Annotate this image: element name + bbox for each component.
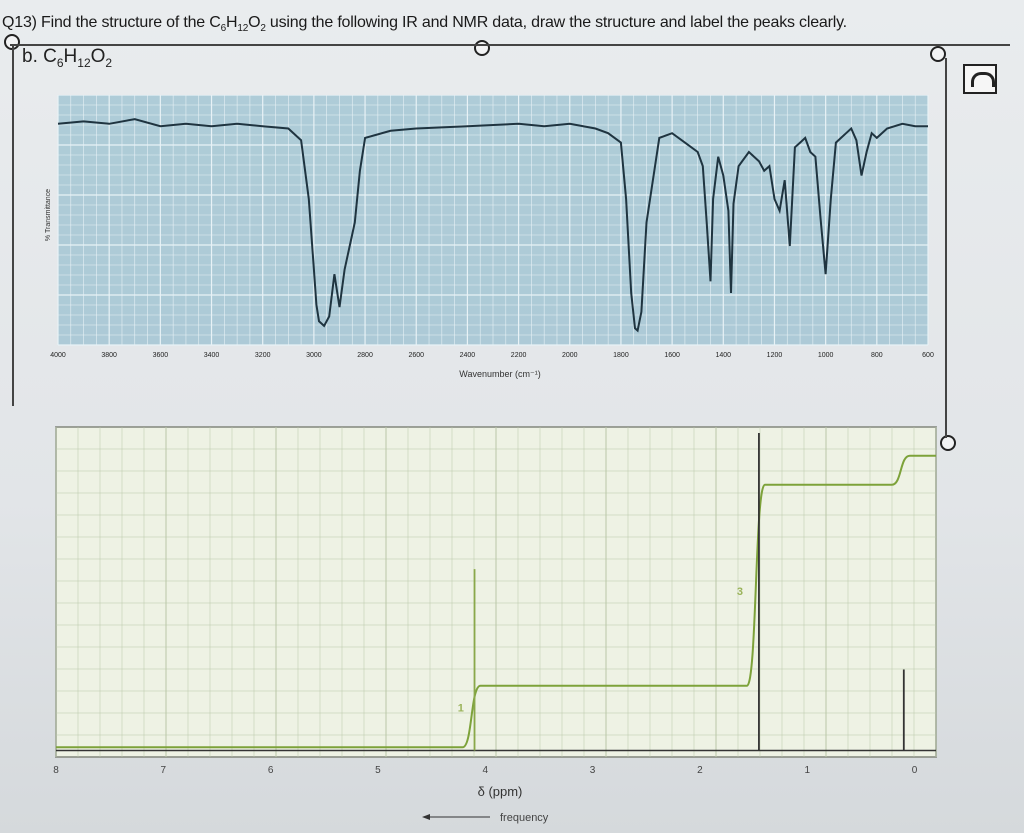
nmr-x-tick-label: 0: [912, 765, 918, 776]
ir-spectrum-line: [57, 118, 928, 333]
nmr-x-tick-label: 2: [697, 765, 703, 776]
nmr-x-tick-label: 8: [53, 765, 59, 776]
ir-x-tick-label: 1000: [818, 352, 834, 359]
ir-x-tick-label: 1400: [716, 352, 732, 359]
nmr-x-tick-label: 1: [804, 765, 810, 776]
ir-x-tick-label: 3200: [255, 352, 271, 359]
nmr-integral-curve: [56, 454, 936, 749]
ir-x-tick-label: 2400: [460, 352, 476, 359]
nmr-x-tick-label: 4: [482, 765, 488, 776]
nmr-frequency-caption: frequency: [500, 812, 549, 824]
ir-x-tick-label: 1800: [613, 352, 629, 359]
frame-left-line: [12, 46, 14, 406]
nmr-integration-label: 3: [737, 586, 743, 598]
ir-x-tick-label: 3400: [204, 352, 220, 359]
part-label: b. C6H12O2: [22, 46, 113, 70]
ir-x-tick-label: 1600: [664, 352, 680, 359]
ir-spectrum-chart: 4000 3800 3600 3400 3200 3000 2800 2600 2400 2200…: [45, 95, 934, 379]
nmr-x-tick-label: 5: [375, 765, 381, 776]
magnet-icon: [963, 64, 997, 94]
binder-ring-right: [930, 46, 946, 62]
frame-top-line: [10, 44, 1010, 46]
ir-x-tick-label: 600: [922, 352, 934, 359]
ir-x-tick-label: 2000: [562, 352, 578, 359]
question-text: Q13) Find the structure of the C6H12O2 u…: [2, 14, 847, 35]
nmr-x-axis-label: δ (ppm): [478, 784, 523, 799]
nmr-x-tick-label: 6: [268, 765, 274, 776]
binder-ring-side-right: [940, 435, 956, 451]
ir-x-tick-label: 800: [871, 352, 883, 359]
frame-right-line: [945, 58, 947, 438]
ir-x-tick-label: 1200: [767, 352, 783, 359]
frequency-arrow-head: [422, 814, 430, 820]
ir-y-axis-label: % Transmittance: [45, 189, 52, 241]
nmr-x-tick-label: 7: [161, 765, 167, 776]
ir-x-tick-label: 2200: [511, 352, 527, 359]
ir-x-tick-label: 3000: [306, 352, 322, 359]
ir-x-tick-label: 2800: [357, 352, 373, 359]
nmr-x-tick-label: 3: [590, 765, 596, 776]
ir-x-tick-label: 3800: [101, 352, 117, 359]
nmr-integration-label: 1: [458, 703, 464, 715]
ir-x-axis-label: Wavenumber (cm⁻¹): [459, 369, 540, 379]
ir-x-tick-label: 3600: [153, 352, 169, 359]
ir-x-tick-label: 2600: [408, 352, 424, 359]
ir-x-tick-label: 4000: [50, 352, 66, 359]
binder-ring-middle: [474, 40, 490, 56]
nmr-spectrum-chart: 1 3 8 7 6 5 4 3 2 1 0 δ (ppm) frequency: [53, 426, 937, 824]
